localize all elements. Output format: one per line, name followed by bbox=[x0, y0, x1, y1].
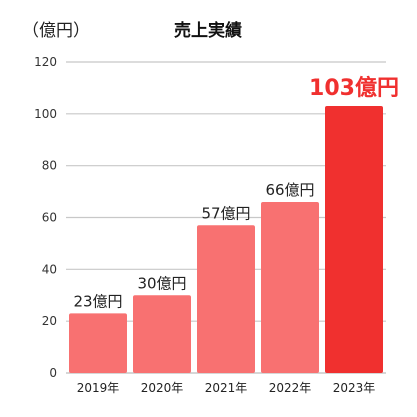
bar-2019年 bbox=[69, 313, 127, 373]
y-tick-label: 80 bbox=[42, 159, 57, 173]
y-axis-ticks: 0 20 40 60 80 100 120 bbox=[34, 55, 57, 380]
y-tick-label: 100 bbox=[34, 107, 57, 121]
y-tick-label: 120 bbox=[34, 55, 57, 69]
data-label: 57億円 bbox=[201, 204, 250, 222]
data-label: 30億円 bbox=[137, 274, 186, 292]
chart-title: 売上実績 bbox=[174, 20, 242, 41]
x-axis-ticks: 2019年 2020年 2021年 2022年 2023年 bbox=[77, 381, 376, 395]
bar-2022年 bbox=[261, 201, 319, 373]
x-tick-label: 2023年 bbox=[333, 381, 376, 395]
y-tick-label: 0 bbox=[49, 366, 57, 380]
data-label-highlight: 103億円 bbox=[309, 75, 399, 101]
x-tick-label: 2020年 bbox=[141, 381, 184, 395]
bar-2020年 bbox=[133, 295, 191, 373]
x-tick-label: 2021年 bbox=[205, 381, 248, 395]
x-tick-label: 2019年 bbox=[77, 381, 120, 395]
x-tick-label: 2022年 bbox=[269, 381, 312, 395]
bar-2021年 bbox=[197, 225, 255, 373]
y-axis-unit-label: （億円） bbox=[22, 21, 90, 41]
y-tick-label: 40 bbox=[42, 262, 57, 276]
y-tick-label: 60 bbox=[42, 211, 57, 225]
data-label: 66億円 bbox=[265, 181, 314, 199]
y-tick-label: 20 bbox=[42, 314, 57, 328]
bars bbox=[69, 106, 383, 373]
data-label: 23億円 bbox=[73, 292, 122, 310]
bar-2023年 bbox=[325, 106, 383, 373]
data-labels: 23億円 30億円 57億円 66億円 103億円 bbox=[73, 75, 399, 310]
